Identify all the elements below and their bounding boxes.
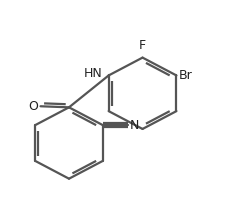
Text: O: O (28, 100, 38, 113)
Text: HN: HN (84, 67, 103, 80)
Text: F: F (139, 39, 146, 52)
Text: N: N (130, 119, 139, 132)
Text: Br: Br (179, 69, 192, 82)
